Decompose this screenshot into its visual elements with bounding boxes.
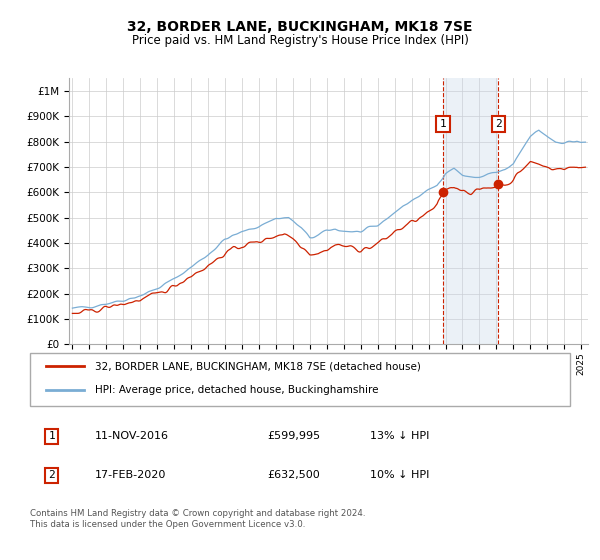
Text: Contains HM Land Registry data © Crown copyright and database right 2024.
This d: Contains HM Land Registry data © Crown c… <box>30 510 365 529</box>
Text: 2: 2 <box>495 119 502 129</box>
Text: 2: 2 <box>48 470 55 480</box>
Bar <box>443 78 499 344</box>
Text: 10% ↓ HPI: 10% ↓ HPI <box>370 470 430 480</box>
Text: £632,500: £632,500 <box>268 470 320 480</box>
Text: 13% ↓ HPI: 13% ↓ HPI <box>370 431 430 441</box>
Text: 1: 1 <box>48 431 55 441</box>
FancyBboxPatch shape <box>30 353 570 406</box>
Text: Price paid vs. HM Land Registry's House Price Index (HPI): Price paid vs. HM Land Registry's House … <box>131 34 469 46</box>
Text: 17-FEB-2020: 17-FEB-2020 <box>95 470 166 480</box>
Text: 11-NOV-2016: 11-NOV-2016 <box>95 431 169 441</box>
Text: HPI: Average price, detached house, Buckinghamshire: HPI: Average price, detached house, Buck… <box>95 385 379 395</box>
Text: 32, BORDER LANE, BUCKINGHAM, MK18 7SE: 32, BORDER LANE, BUCKINGHAM, MK18 7SE <box>127 20 473 34</box>
Text: 1: 1 <box>440 119 446 129</box>
Text: £599,995: £599,995 <box>268 431 321 441</box>
Text: 32, BORDER LANE, BUCKINGHAM, MK18 7SE (detached house): 32, BORDER LANE, BUCKINGHAM, MK18 7SE (d… <box>95 361 421 371</box>
